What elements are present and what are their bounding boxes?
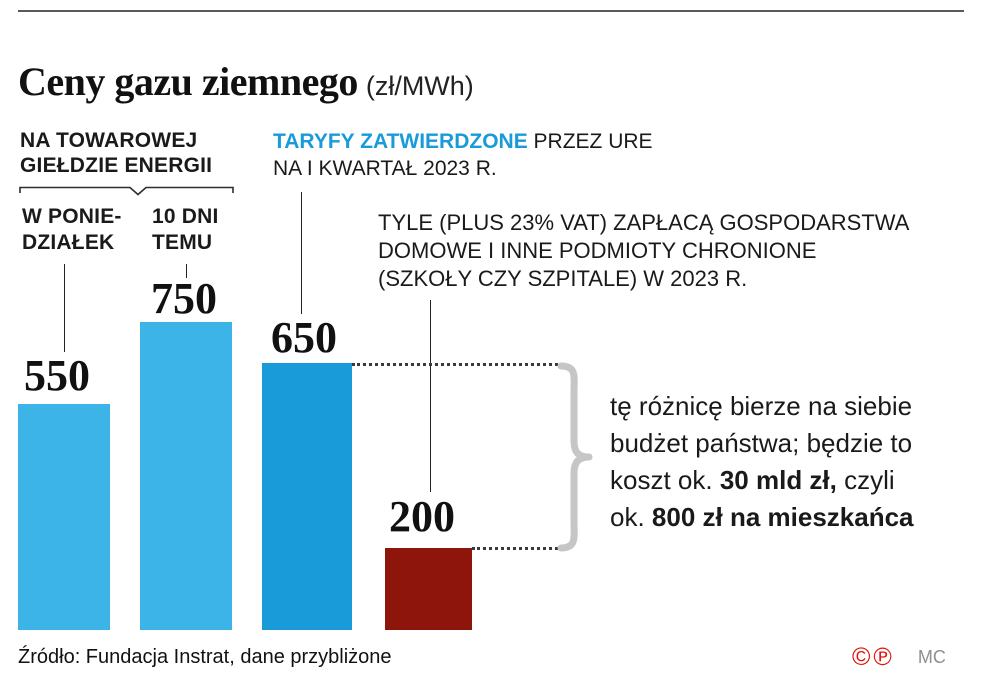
exchange-group-line1: NA TOWAROWEJ <box>20 129 198 152</box>
connector-line-households <box>430 300 431 492</box>
exchange-group-label: NA TOWAROWEJ GIEŁDZIE ENERGII <box>20 128 212 178</box>
column-label-monday-line1: W PONIE- <box>22 205 122 228</box>
difference-line3-post: czyli <box>836 465 895 495</box>
bar-ten-days <box>140 322 232 630</box>
copyright-icon: © <box>852 643 871 671</box>
difference-line2: budżet państwa; będzie to <box>610 428 913 458</box>
footer-credits: © ℗ MC <box>852 645 946 670</box>
households-annotation-line2: DOMOWE I INNE PODMIOTY CHRONIONE <box>378 238 817 263</box>
difference-line4: ok. 800 zł na mieszkańca <box>610 499 914 536</box>
difference-line4-pre: ok. <box>610 502 652 532</box>
column-label-monday: W PONIE- DZIAŁEK <box>22 204 122 256</box>
households-annotation-line1: TYLE (PLUS 23% VAT) ZAPŁACĄ GOSPODARSTWA <box>378 210 910 235</box>
source-note: Źródło: Fundacja Instrat, dane przybliżo… <box>18 646 392 668</box>
bar-households <box>385 548 472 630</box>
difference-text: tę różnicę bierze na siebie budżet państ… <box>610 388 914 536</box>
author-initials: MC <box>917 647 946 667</box>
title-unit: (zł/MWh) <box>365 71 474 101</box>
dotted-line-650-level <box>352 363 564 366</box>
tariffs-annotation: TARYFY ZATWIERDZONE PRZEZ URE NA I KWART… <box>273 128 653 182</box>
households-annotation-line3: (SZKOŁY CZY SZPITALE) W 2023 R. <box>378 266 748 291</box>
title-text: Ceny gazu ziemnego <box>18 59 358 104</box>
page-title: Ceny gazu ziemnego (zł/MWh) <box>18 58 474 105</box>
connector-line-ten-days <box>186 264 187 278</box>
tariffs-annotation-line1: TARYFY ZATWIERDZONE PRZEZ URE <box>273 128 653 155</box>
connector-line-tariffs <box>301 192 302 314</box>
value-label-monday: 550 <box>24 351 90 400</box>
value-label-ten-days: 750 <box>151 274 217 323</box>
exchange-group-line2: GIEŁDZIE ENERGII <box>20 154 213 177</box>
column-label-monday-line2: DZIAŁEK <box>22 231 115 254</box>
connector-line-monday <box>64 264 65 352</box>
value-label-households: 200 <box>389 492 455 541</box>
bar-tariffs <box>262 363 352 630</box>
column-label-ten-days-line2: TEMU <box>152 231 213 254</box>
households-annotation: TYLE (PLUS 23% VAT) ZAPŁACĄ GOSPODARSTWA… <box>378 209 909 293</box>
difference-line3-pre: koszt ok. <box>610 465 720 495</box>
column-label-ten-days-line1: 10 DNI <box>152 205 219 228</box>
phonogram-copyright-icon: ℗ <box>873 643 892 671</box>
tariffs-annotation-line2: NA I KWARTAŁ 2023 R. <box>273 157 497 180</box>
difference-line4-bold: 800 zł na mieszkańca <box>651 502 914 532</box>
tariffs-highlight: TARYFY ZATWIERDZONE <box>273 130 528 153</box>
column-label-ten-days: 10 DNI TEMU <box>152 204 219 256</box>
top-divider <box>18 10 964 12</box>
difference-line1: tę różnicę bierze na siebie <box>610 391 913 421</box>
group-bracket-icon <box>19 186 234 196</box>
difference-brace-icon <box>557 362 593 552</box>
difference-line3-bold: 30 mld zł, <box>719 465 837 495</box>
bar-monday <box>18 404 110 630</box>
value-label-tariffs: 650 <box>271 313 337 362</box>
tariffs-suffix: PRZEZ URE <box>527 130 653 153</box>
difference-line3: koszt ok. 30 mld zł, czyli <box>610 462 914 499</box>
dotted-line-200-level <box>472 547 564 550</box>
